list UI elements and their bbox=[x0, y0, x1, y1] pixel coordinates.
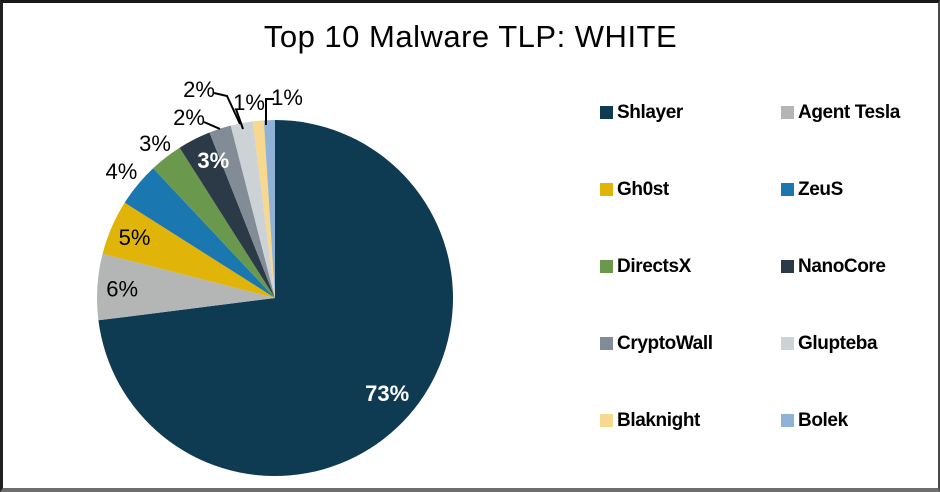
pie-label-agent-tesla: 6% bbox=[106, 276, 138, 301]
legend-label: CryptoWall bbox=[617, 333, 713, 354]
legend-swatch-icon bbox=[600, 106, 613, 119]
legend-item-nanocore: NanoCore bbox=[781, 256, 938, 334]
pie-slice-shlayer bbox=[98, 120, 453, 476]
pie-label-shlayer: 73% bbox=[365, 381, 409, 406]
legend-swatch-icon bbox=[600, 337, 613, 350]
legend-item-glupteba: Glupteba bbox=[781, 333, 938, 411]
pie-label-cryptowall: 2% bbox=[173, 105, 205, 130]
legend-item-gh0st: Gh0st bbox=[600, 180, 781, 257]
pie-slice-zeus bbox=[124, 168, 276, 298]
legend-item-agent-tesla: Agent Tesla bbox=[781, 102, 938, 180]
pie-label-gh0st: 5% bbox=[119, 225, 151, 250]
legend-label: Shlayer bbox=[617, 102, 683, 123]
legend-label: Bolek bbox=[798, 410, 848, 431]
label-leader-line-glupteba bbox=[213, 92, 241, 125]
pie-chart: 73%6%5%4%3%3%2%2%1% 1% bbox=[96, 77, 453, 476]
pie-label-nanocore: 3% bbox=[197, 148, 229, 173]
pie-label-glupteba: 2% bbox=[183, 77, 215, 102]
pie-slice-nanocore bbox=[179, 132, 275, 298]
pie-slice-agent-tesla bbox=[96, 253, 275, 321]
legend-label: Blaknight bbox=[617, 410, 700, 431]
pie-slice-glupteba bbox=[230, 121, 275, 299]
legend-item-cryptowall: CryptoWall bbox=[600, 334, 781, 411]
legend-item-blaknight: Blaknight bbox=[600, 411, 781, 488]
legend-swatch-icon bbox=[781, 337, 794, 350]
label-leader-line-bolek bbox=[265, 98, 274, 125]
label-leader-line-cryptowall bbox=[203, 121, 221, 130]
legend-item-bolek: Bolek bbox=[781, 410, 938, 488]
legend-swatch-icon bbox=[600, 183, 613, 196]
pie-label-blaknight: 1% bbox=[233, 90, 265, 115]
legend-label: ZeuS bbox=[798, 179, 843, 200]
pie-label-zeus: 4% bbox=[106, 159, 138, 184]
legend-label: Gh0st bbox=[617, 179, 669, 200]
legend-swatch-icon bbox=[781, 183, 794, 196]
pie-slice-bolek bbox=[263, 120, 275, 298]
legend-label: DirectsX bbox=[617, 256, 691, 277]
legend-label: NanoCore bbox=[798, 256, 886, 277]
legend-swatch-icon bbox=[600, 414, 613, 427]
label-leader-line-blaknight bbox=[235, 108, 244, 130]
legend-item-shlayer: Shlayer bbox=[600, 103, 781, 180]
legend-item-zeus: ZeuS bbox=[781, 179, 938, 257]
pie-slice-directsx bbox=[153, 147, 275, 298]
legend-item-directsx: DirectsX bbox=[600, 257, 781, 334]
legend-label: Glupteba bbox=[798, 333, 878, 354]
pie-label-directsx: 3% bbox=[139, 131, 171, 156]
pie-slice-blaknight bbox=[252, 120, 275, 298]
legend-swatch-icon bbox=[781, 414, 794, 427]
legend-label: Agent Tesla bbox=[798, 102, 900, 123]
chart-legend: Shlayer Agent Tesla Gh0st ZeuS DirectsX NanoC… bbox=[600, 102, 938, 488]
legend-swatch-icon bbox=[781, 106, 794, 119]
legend-swatch-icon bbox=[600, 260, 613, 273]
pie-slice-gh0st bbox=[102, 202, 275, 298]
legend-swatch-icon bbox=[781, 260, 794, 273]
chart-title: Top 10 Malware TLP: WHITE bbox=[263, 19, 678, 54]
pie-slice-cryptowall bbox=[209, 125, 275, 298]
pie-label-bolek: 1% bbox=[271, 85, 303, 110]
